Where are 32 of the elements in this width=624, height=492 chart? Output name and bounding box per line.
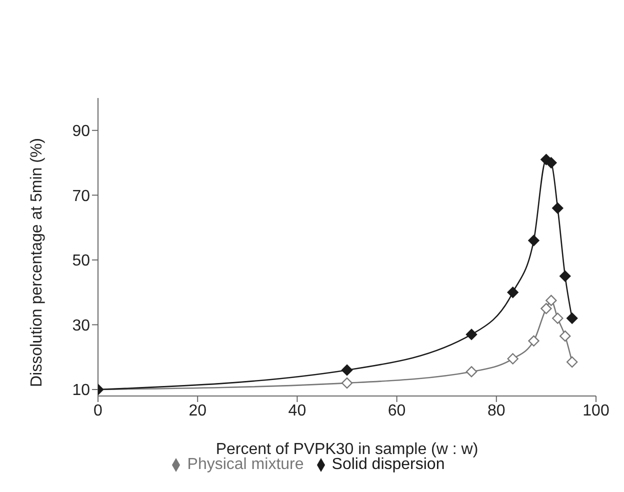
point <box>507 286 518 298</box>
point <box>546 157 557 168</box>
point <box>341 377 353 389</box>
y-tick-label: 50 <box>72 252 90 270</box>
y-tick-label: 90 <box>72 123 90 140</box>
x-tick-label: 100 <box>582 402 610 420</box>
x-tick-label: 20 <box>188 402 207 420</box>
legend-label: Solid dispersion <box>332 456 445 473</box>
point <box>528 234 540 246</box>
x-tick-label: 0 <box>94 402 103 420</box>
point <box>560 270 571 282</box>
point <box>507 353 518 364</box>
legend-label: Physical mixture <box>187 456 304 473</box>
point <box>466 328 478 340</box>
y-tick-label: 30 <box>72 317 90 334</box>
point <box>566 312 578 324</box>
point <box>528 335 540 347</box>
y-axis-title: Dissolution percentage at 5min (%) <box>28 138 46 387</box>
point <box>560 330 571 342</box>
point <box>341 364 353 376</box>
point <box>466 366 478 378</box>
x-tick-label: 60 <box>388 402 406 420</box>
point <box>540 302 552 314</box>
x-tick-label: 80 <box>488 402 506 420</box>
y-tick-label: 10 <box>72 382 90 400</box>
point <box>552 202 564 214</box>
point <box>552 312 564 324</box>
x-tick-label: 40 <box>288 402 306 420</box>
x-axis-title: Percent of PVPK30 in sample (w : w) <box>216 441 478 458</box>
point <box>546 294 557 306</box>
point <box>566 356 578 368</box>
y-tick-label: 70 <box>72 188 90 205</box>
